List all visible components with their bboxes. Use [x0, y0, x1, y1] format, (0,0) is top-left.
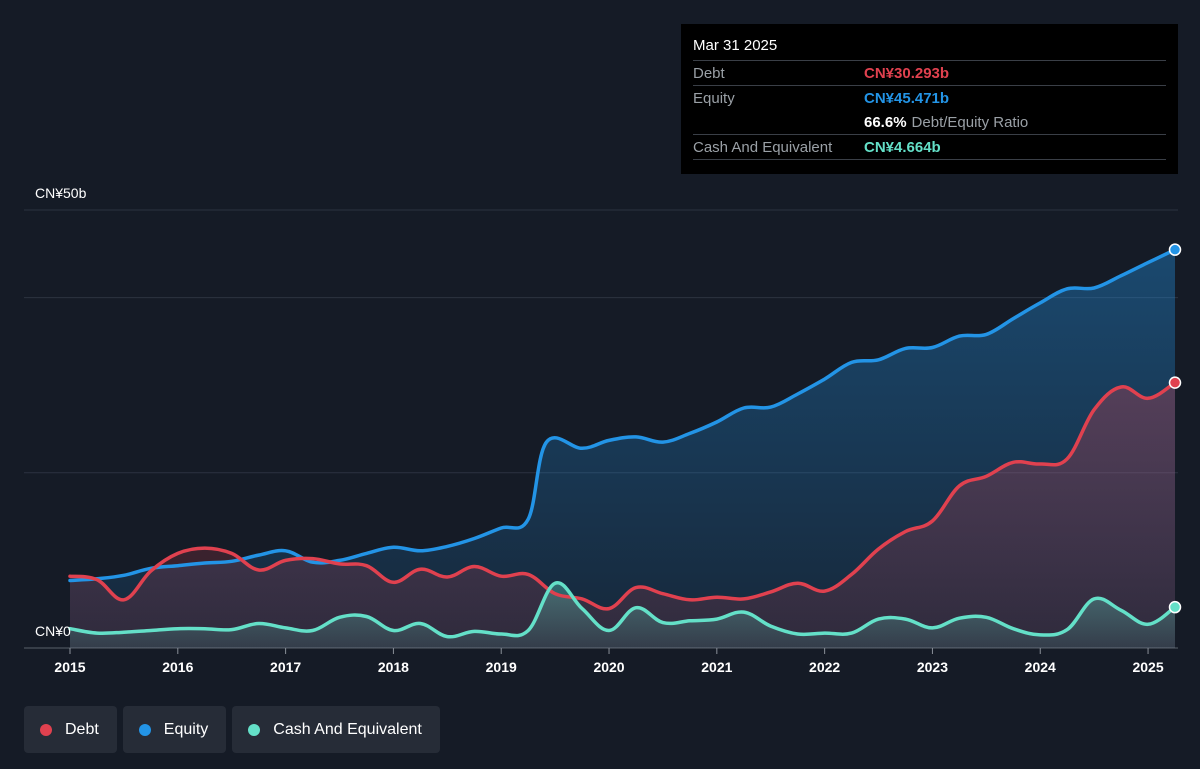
data-tooltip: Mar 31 2025 Debt CN¥30.293b Equity CN¥45…: [681, 24, 1178, 174]
tooltip-cash-label: Cash And Equivalent: [693, 138, 833, 156]
x-tick-label-2024: 2024: [1025, 659, 1056, 675]
debt-line: [68, 380, 1177, 611]
tooltip-debt-row: Debt CN¥30.293b: [693, 60, 1166, 85]
cash-dot-icon: [248, 723, 261, 736]
x-tick-label-2016: 2016: [162, 659, 193, 675]
debt-dot-icon: [40, 723, 52, 736]
legend-debt-label: Debt: [65, 720, 99, 738]
legend-cash-label: Cash And Equivalent: [273, 720, 422, 738]
tooltip-debt-value: CN¥30.293b: [864, 64, 950, 82]
tooltip-cash-row: Cash And Equivalent CN¥4.664b: [693, 134, 1166, 160]
legend-item-equity[interactable]: Equity: [122, 706, 227, 753]
tooltip-equity-row: Equity CN¥45.471b: [693, 85, 1166, 110]
debt-end-point[interactable]: [1168, 376, 1182, 389]
x-tick-label-2021: 2021: [701, 659, 732, 675]
x-tick-label-2023: 2023: [917, 659, 948, 675]
end-markers: [1168, 243, 1182, 614]
x-axis: 2015 2016 2017 2018 2019 2020 2021 2022 2023 2024…: [54, 648, 1164, 675]
series-lines: [68, 247, 1177, 639]
x-tick-label-2025: 2025: [1132, 659, 1163, 675]
legend: Debt Equity Cash And Equivalent: [24, 706, 440, 753]
x-tick-label-2018: 2018: [378, 659, 409, 675]
x-tick-label-2020: 2020: [593, 659, 624, 675]
x-tick-label-2017: 2017: [270, 659, 301, 675]
cash-end-point[interactable]: [1168, 600, 1182, 614]
legend-item-debt[interactable]: Debt: [24, 706, 117, 753]
y-label-min: CN¥0: [35, 623, 71, 639]
legend-equity-label: Equity: [163, 720, 209, 738]
equity-line: [68, 247, 1177, 583]
cash-line: [68, 581, 1177, 639]
x-tick-label-2015: 2015: [54, 659, 85, 675]
x-tick-label-2022: 2022: [809, 659, 840, 675]
tooltip-ratio-label: Debt/Equity Ratio: [911, 113, 1029, 131]
legend-item-cash[interactable]: Cash And Equivalent: [232, 706, 440, 753]
y-axis: CN¥50b CN¥0: [35, 185, 87, 639]
equity-end-point[interactable]: [1168, 243, 1182, 256]
tooltip-equity-value: CN¥45.471b: [864, 89, 950, 107]
tooltip-cash-value: CN¥4.664b: [864, 138, 941, 156]
tooltip-ratio-value: 66.6%: [864, 113, 907, 131]
tooltip-date: Mar 31 2025: [693, 37, 778, 54]
x-tick-label-2019: 2019: [486, 659, 517, 675]
tooltip-debt-label: Debt: [693, 64, 725, 82]
debt-area: [70, 382, 1175, 648]
tooltip-ratio-row: 66.6% Debt/Equity Ratio: [693, 110, 1166, 134]
series-areas: [70, 249, 1175, 648]
tooltip-equity-label: Equity: [693, 89, 735, 107]
cash-area: [70, 582, 1175, 648]
equity-dot-icon: [138, 723, 151, 736]
y-label-max: CN¥50b: [35, 185, 87, 201]
